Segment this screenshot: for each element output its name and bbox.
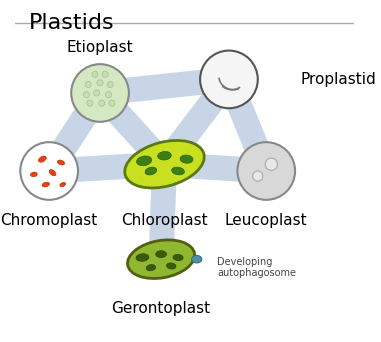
- Circle shape: [265, 158, 277, 170]
- Text: Chromoplast: Chromoplast: [0, 213, 98, 228]
- Text: Plastids: Plastids: [29, 13, 114, 33]
- Circle shape: [97, 80, 103, 86]
- Ellipse shape: [125, 141, 204, 188]
- Ellipse shape: [146, 265, 155, 271]
- Text: Etioplast: Etioplast: [67, 40, 133, 55]
- Circle shape: [94, 90, 100, 96]
- Circle shape: [102, 71, 108, 77]
- Ellipse shape: [166, 263, 176, 269]
- Ellipse shape: [128, 240, 195, 278]
- Ellipse shape: [30, 172, 37, 176]
- Circle shape: [71, 64, 129, 122]
- Ellipse shape: [136, 156, 152, 166]
- Ellipse shape: [173, 254, 183, 261]
- Circle shape: [237, 142, 295, 200]
- Ellipse shape: [192, 255, 202, 263]
- Ellipse shape: [49, 170, 56, 176]
- Circle shape: [106, 92, 112, 98]
- Text: Developing
autophagosome: Developing autophagosome: [217, 257, 296, 278]
- Ellipse shape: [180, 155, 193, 163]
- Text: Chloroplast: Chloroplast: [121, 213, 208, 228]
- Circle shape: [99, 100, 105, 106]
- Circle shape: [253, 171, 263, 181]
- Ellipse shape: [156, 251, 166, 258]
- Ellipse shape: [42, 182, 50, 187]
- Circle shape: [85, 81, 91, 88]
- Text: Proplastid: Proplastid: [300, 72, 376, 87]
- Circle shape: [109, 100, 115, 106]
- Circle shape: [87, 100, 93, 106]
- Circle shape: [200, 51, 258, 108]
- Circle shape: [92, 71, 98, 77]
- Ellipse shape: [145, 167, 157, 175]
- Ellipse shape: [158, 152, 171, 160]
- Ellipse shape: [136, 254, 149, 261]
- Circle shape: [83, 92, 90, 98]
- Ellipse shape: [172, 167, 184, 175]
- Ellipse shape: [38, 156, 46, 162]
- Ellipse shape: [58, 160, 65, 165]
- Circle shape: [20, 142, 78, 200]
- Circle shape: [107, 81, 113, 88]
- Text: Leucoplast: Leucoplast: [225, 213, 307, 228]
- Ellipse shape: [60, 182, 66, 187]
- Text: Gerontoplast: Gerontoplast: [112, 301, 211, 316]
